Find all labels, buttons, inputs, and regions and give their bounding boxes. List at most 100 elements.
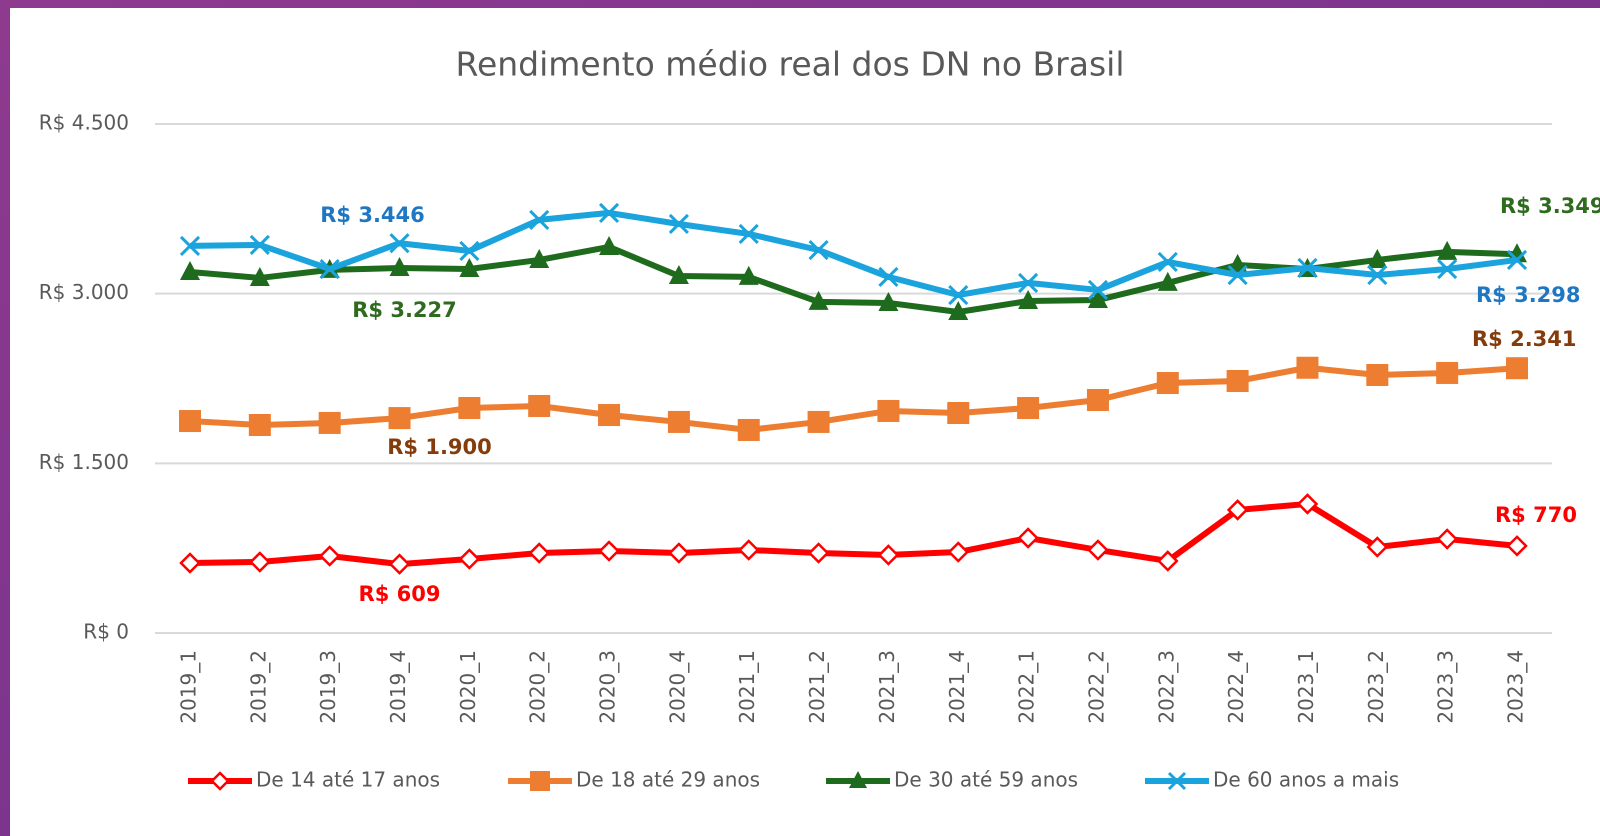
x-tick-label: 2021_1: [735, 650, 759, 724]
marker: [1436, 528, 1458, 550]
marker: [668, 265, 689, 285]
marker: [1436, 361, 1459, 384]
data-label: R$ 2.341: [1472, 327, 1577, 351]
marker: [1367, 264, 1388, 286]
legend-label: De 18 até 29 anos: [576, 768, 760, 792]
marker: [737, 539, 760, 561]
marker: [458, 397, 481, 420]
marker: [248, 413, 271, 436]
marker: [948, 300, 969, 320]
marker: [1296, 356, 1319, 379]
x-tick-label: 2021_2: [805, 650, 829, 724]
marker: [318, 411, 341, 434]
x-tick-label: 2020_4: [665, 650, 689, 724]
marker: [668, 542, 690, 564]
x-tick-label: 2022_1: [1015, 650, 1039, 724]
marker: [808, 239, 829, 261]
marker: [808, 290, 829, 310]
marker: [1018, 290, 1039, 310]
marker: [1157, 251, 1178, 273]
marker: [1506, 357, 1528, 380]
series-line: [189, 500, 1518, 568]
marker: [1366, 536, 1389, 558]
y-tick-label: R$ 0: [83, 620, 129, 644]
x-tick-label: 2022_2: [1084, 650, 1108, 724]
marker: [1506, 535, 1528, 557]
x-tick-label: 2020_1: [456, 650, 480, 724]
marker: [179, 410, 201, 433]
marker: [667, 410, 690, 433]
marker: [318, 545, 341, 567]
marker: [459, 258, 480, 278]
marker: [1017, 397, 1040, 420]
series-line: [189, 364, 1518, 433]
marker: [388, 553, 411, 575]
marker: [877, 399, 900, 422]
legend-label: De 14 até 17 anos: [256, 768, 440, 792]
marker: [1506, 249, 1528, 271]
y-tick-label: R$ 4.500: [39, 111, 129, 135]
marker: [1437, 240, 1458, 260]
x-tick-label: 2021_3: [875, 650, 899, 724]
y-tick-label: R$ 3.000: [39, 280, 129, 304]
chart-title: Rendimento médio real dos DN no Brasil: [456, 45, 1125, 84]
marker: [948, 284, 969, 306]
marker: [668, 213, 689, 235]
marker: [319, 258, 340, 280]
marker: [179, 552, 201, 574]
marker: [529, 248, 550, 268]
marker: [598, 404, 621, 427]
marker: [737, 418, 760, 441]
marker: [598, 540, 620, 562]
marker: [1087, 289, 1108, 309]
data-label: R$ 770: [1495, 503, 1577, 527]
x-tick-label: 2023_3: [1434, 650, 1458, 724]
x-tick-label: 2020_2: [526, 650, 550, 724]
marker: [807, 410, 830, 433]
marker: [1086, 388, 1109, 411]
marker: [1297, 257, 1318, 279]
marker: [528, 394, 551, 417]
marker: [1366, 363, 1389, 386]
data-label: R$ 3.446: [320, 203, 425, 227]
marker: [877, 544, 900, 566]
data-label: R$ 3.349: [1500, 194, 1600, 218]
marker: [389, 233, 410, 254]
marker: [249, 234, 270, 255]
data-label: R$ 3.298: [1476, 283, 1581, 307]
x-tick-label: 2023_2: [1364, 650, 1388, 724]
marker: [1087, 279, 1109, 300]
x-tick-label: 2021_4: [945, 650, 969, 724]
marker: [947, 541, 970, 563]
marker: [1157, 550, 1179, 572]
marker: [598, 202, 620, 223]
x-tick-label: 2019_2: [246, 650, 270, 724]
y-tick-label: R$ 1.500: [39, 450, 129, 474]
marker: [1018, 272, 1039, 293]
marker: [1367, 248, 1388, 268]
marker: [179, 235, 201, 256]
marker: [210, 771, 230, 791]
marker: [849, 771, 867, 788]
data-label: R$ 1.900: [387, 435, 492, 459]
marker: [1156, 372, 1179, 395]
x-tick-label: 2019_4: [386, 650, 410, 724]
marker: [1087, 539, 1109, 561]
marker: [1226, 499, 1249, 521]
marker: [249, 551, 271, 573]
legend-label: De 30 até 59 anos: [894, 768, 1078, 792]
x-tick-label: 2023_1: [1294, 650, 1318, 724]
x-tick-label: 2019_3: [316, 650, 340, 724]
marker: [807, 542, 830, 564]
marker: [1157, 271, 1178, 291]
x-tick-label: 2022_4: [1224, 650, 1248, 724]
marker: [947, 401, 970, 424]
marker: [458, 548, 481, 570]
marker: [180, 260, 200, 280]
marker: [1437, 258, 1458, 280]
marker: [1227, 264, 1248, 286]
marker: [530, 771, 550, 791]
marker: [1167, 771, 1187, 791]
